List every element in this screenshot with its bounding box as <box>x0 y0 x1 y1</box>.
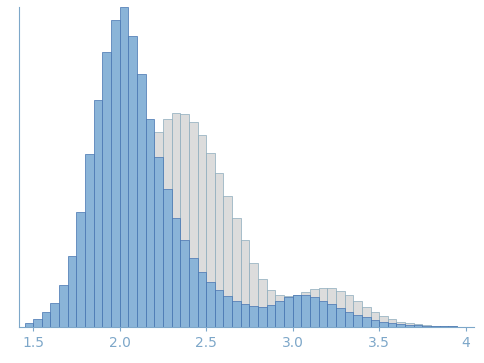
Bar <box>284 297 293 327</box>
Bar <box>120 234 128 327</box>
Bar <box>111 256 120 327</box>
Bar <box>302 292 310 327</box>
Bar <box>423 326 431 327</box>
Bar <box>423 325 431 327</box>
Bar <box>197 272 206 327</box>
Bar <box>293 295 302 327</box>
Bar <box>302 295 310 327</box>
Bar <box>293 295 302 327</box>
Bar <box>414 325 423 327</box>
Bar <box>85 295 94 327</box>
Bar <box>128 205 137 327</box>
Bar <box>163 189 172 327</box>
Bar <box>405 325 414 327</box>
Bar <box>189 122 197 327</box>
Bar <box>362 317 371 327</box>
Bar <box>180 114 189 327</box>
Bar <box>33 324 42 327</box>
Bar <box>353 301 362 327</box>
Bar <box>224 296 232 327</box>
Bar <box>33 319 42 327</box>
Bar <box>76 303 85 327</box>
Bar <box>59 285 68 327</box>
Bar <box>50 319 59 327</box>
Bar <box>249 306 258 327</box>
Bar <box>327 288 336 327</box>
Bar <box>275 295 284 327</box>
Bar <box>206 282 215 327</box>
Bar <box>137 176 146 327</box>
Bar <box>215 290 224 327</box>
Bar <box>388 319 396 327</box>
Bar <box>353 315 362 327</box>
Bar <box>103 272 111 327</box>
Bar <box>180 240 189 327</box>
Bar <box>163 119 172 327</box>
Bar <box>68 256 76 327</box>
Bar <box>241 304 249 327</box>
Bar <box>172 113 180 327</box>
Bar <box>371 312 379 327</box>
Bar <box>310 289 318 327</box>
Bar <box>50 303 59 327</box>
Bar <box>25 326 33 327</box>
Bar <box>59 315 68 327</box>
Bar <box>68 309 76 327</box>
Bar <box>379 316 388 327</box>
Bar <box>318 301 327 327</box>
Bar <box>232 218 241 327</box>
Bar <box>345 312 353 327</box>
Bar <box>336 291 345 327</box>
Bar <box>232 301 241 327</box>
Bar <box>362 307 371 327</box>
Bar <box>379 322 388 327</box>
Bar <box>94 285 103 327</box>
Bar <box>396 322 405 327</box>
Bar <box>405 323 414 327</box>
Bar <box>336 308 345 327</box>
Bar <box>146 119 154 327</box>
Bar <box>85 154 94 327</box>
Bar <box>197 135 206 327</box>
Bar <box>275 301 284 327</box>
Bar <box>371 320 379 327</box>
Bar <box>284 296 293 327</box>
Bar <box>396 324 405 327</box>
Bar <box>327 304 336 327</box>
Bar <box>310 297 318 327</box>
Bar <box>137 74 146 327</box>
Bar <box>241 240 249 327</box>
Bar <box>431 326 440 327</box>
Bar <box>128 36 137 327</box>
Bar <box>154 132 163 327</box>
Bar <box>42 312 50 327</box>
Bar <box>249 263 258 327</box>
Bar <box>189 258 197 327</box>
Bar <box>267 290 275 327</box>
Bar <box>258 280 267 327</box>
Bar <box>267 305 275 327</box>
Bar <box>206 152 215 327</box>
Bar <box>414 325 423 327</box>
Bar <box>120 7 128 327</box>
Bar <box>318 288 327 327</box>
Bar <box>154 158 163 327</box>
Bar <box>42 322 50 327</box>
Bar <box>94 100 103 327</box>
Bar <box>146 151 154 327</box>
Bar <box>258 307 267 327</box>
Bar <box>215 174 224 327</box>
Bar <box>25 323 33 327</box>
Bar <box>76 212 85 327</box>
Bar <box>172 218 180 327</box>
Bar <box>440 326 448 327</box>
Bar <box>224 196 232 327</box>
Bar <box>431 326 440 327</box>
Bar <box>388 323 396 327</box>
Bar <box>111 20 120 327</box>
Bar <box>345 295 353 327</box>
Bar <box>103 52 111 327</box>
